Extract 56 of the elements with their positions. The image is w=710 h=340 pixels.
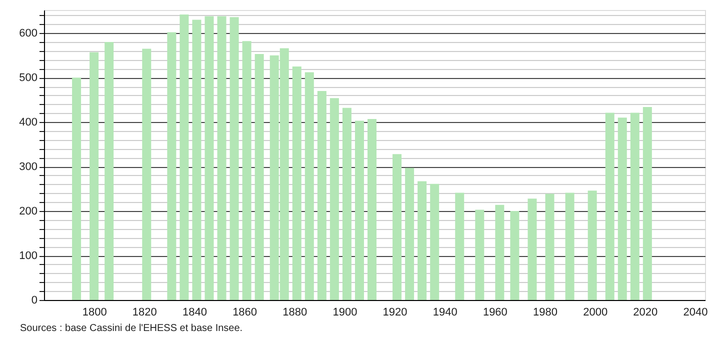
bar	[392, 154, 402, 300]
y-tick-label: 0	[31, 294, 38, 306]
bar	[330, 98, 339, 300]
x-tick-label: 1920	[382, 306, 408, 318]
x-tick-label: 1820	[132, 306, 157, 318]
bar	[405, 168, 414, 300]
x-tick-label: 1960	[482, 306, 508, 318]
bar	[292, 66, 302, 300]
bar	[254, 54, 264, 300]
y-tick-label: 200	[19, 206, 38, 218]
y-tick-label: 600	[19, 28, 38, 40]
bar	[354, 120, 364, 300]
bar	[72, 78, 82, 300]
x-tick-label: 1980	[533, 306, 558, 318]
bar	[565, 192, 574, 300]
bar	[528, 198, 537, 300]
bar	[630, 112, 640, 300]
bar	[104, 42, 114, 300]
bar	[242, 41, 252, 300]
bar	[430, 184, 440, 300]
y-tick-label: 300	[19, 161, 38, 174]
bar	[230, 17, 239, 300]
bar	[180, 14, 189, 300]
bar	[204, 16, 214, 300]
y-tick-label: 400	[19, 116, 38, 129]
x-tick-label: 2020	[633, 306, 658, 318]
bar	[217, 16, 226, 300]
x-tick-label: 1900	[332, 306, 358, 318]
x-tick-label: 1880	[282, 306, 308, 318]
x-tick-label: 1840	[182, 306, 207, 318]
bar	[618, 118, 627, 300]
bar	[192, 20, 202, 300]
y-tick-label: 500	[19, 72, 38, 84]
bar	[304, 72, 314, 300]
x-tick-label: 1940	[432, 306, 458, 318]
bar	[510, 211, 520, 300]
bar	[90, 52, 99, 300]
bar	[642, 106, 652, 300]
bar	[167, 32, 176, 300]
bar	[455, 192, 464, 300]
bar	[475, 210, 484, 300]
bar	[418, 181, 427, 300]
x-tick-label: 1800	[82, 306, 107, 318]
x-tick-label: 1860	[232, 306, 258, 318]
x-tick-label: 2000	[583, 306, 608, 318]
bar	[605, 112, 614, 300]
bar	[142, 48, 152, 300]
x-tick-label: 2040	[683, 306, 708, 318]
bar	[317, 90, 326, 300]
source-note: Sources : base Cassini de l'EHESS et base Insee.	[20, 323, 243, 334]
y-tick-label: 100	[19, 250, 38, 262]
bar	[342, 108, 352, 300]
bar	[588, 190, 597, 300]
bar	[545, 194, 554, 300]
bar	[495, 204, 504, 300]
bar	[367, 118, 376, 300]
